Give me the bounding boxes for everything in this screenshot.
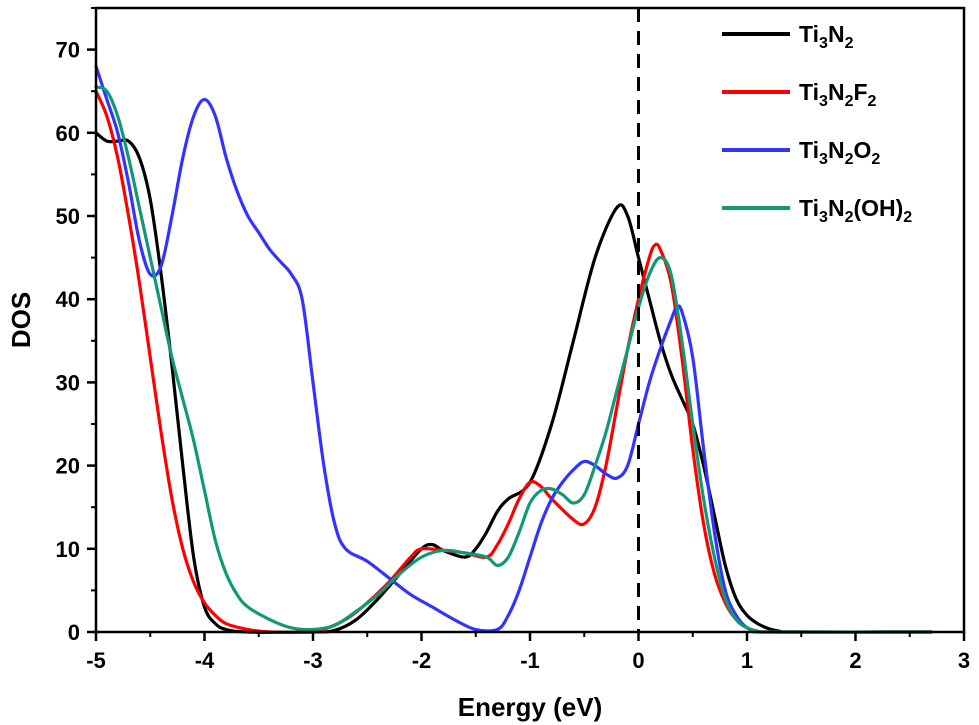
legend-label-ti3n2-oh-2: Ti3N2(OH)2 — [799, 195, 912, 226]
legend-label-ti3n2: Ti3N2 — [799, 21, 854, 52]
y-tick-label: 10 — [56, 537, 80, 562]
legend: Ti3N2 Ti3N2F2 Ti3N2O2 Ti3N2(OH)2 — [722, 21, 912, 226]
series-line-ti3n2o2 — [94, 64, 934, 634]
series-line-ti3n2-oh-2 — [94, 85, 934, 634]
legend-label-ti3n2o2: Ti3N2O2 — [799, 137, 880, 168]
y-tick-label: 40 — [56, 287, 80, 312]
y-axis: 0 10 20 30 40 50 60 70 — [56, 7, 96, 645]
x-tick-label: 2 — [849, 648, 861, 673]
x-tick-label: 1 — [741, 648, 753, 673]
y-tick-label: 30 — [56, 370, 80, 395]
y-tick-label: 0 — [68, 620, 80, 645]
x-tick-label: 0 — [632, 648, 644, 673]
x-tick-label: -2 — [412, 648, 432, 673]
x-tick-label: -3 — [303, 648, 323, 673]
series-lines — [94, 64, 934, 634]
y-tick-label: 20 — [56, 454, 80, 479]
y-tick-label: 60 — [56, 121, 80, 146]
x-tick-label: -1 — [520, 648, 540, 673]
y-axis-title: DOS — [6, 292, 36, 348]
x-tick-label: 3 — [958, 648, 970, 673]
x-axis: -5 -4 -3 -2 -1 0 1 2 3 — [86, 632, 970, 673]
series-line-ti3n2f2 — [94, 89, 934, 634]
x-axis-title: Energy (eV) — [458, 692, 603, 722]
series-line-ti3n2 — [94, 131, 934, 634]
x-tick-label: -4 — [195, 648, 215, 673]
x-tick-label: -5 — [86, 648, 106, 673]
y-tick-label: 50 — [56, 204, 80, 229]
legend-label-ti3n2f2: Ti3N2F2 — [799, 79, 877, 110]
y-tick-label: 70 — [56, 38, 80, 63]
